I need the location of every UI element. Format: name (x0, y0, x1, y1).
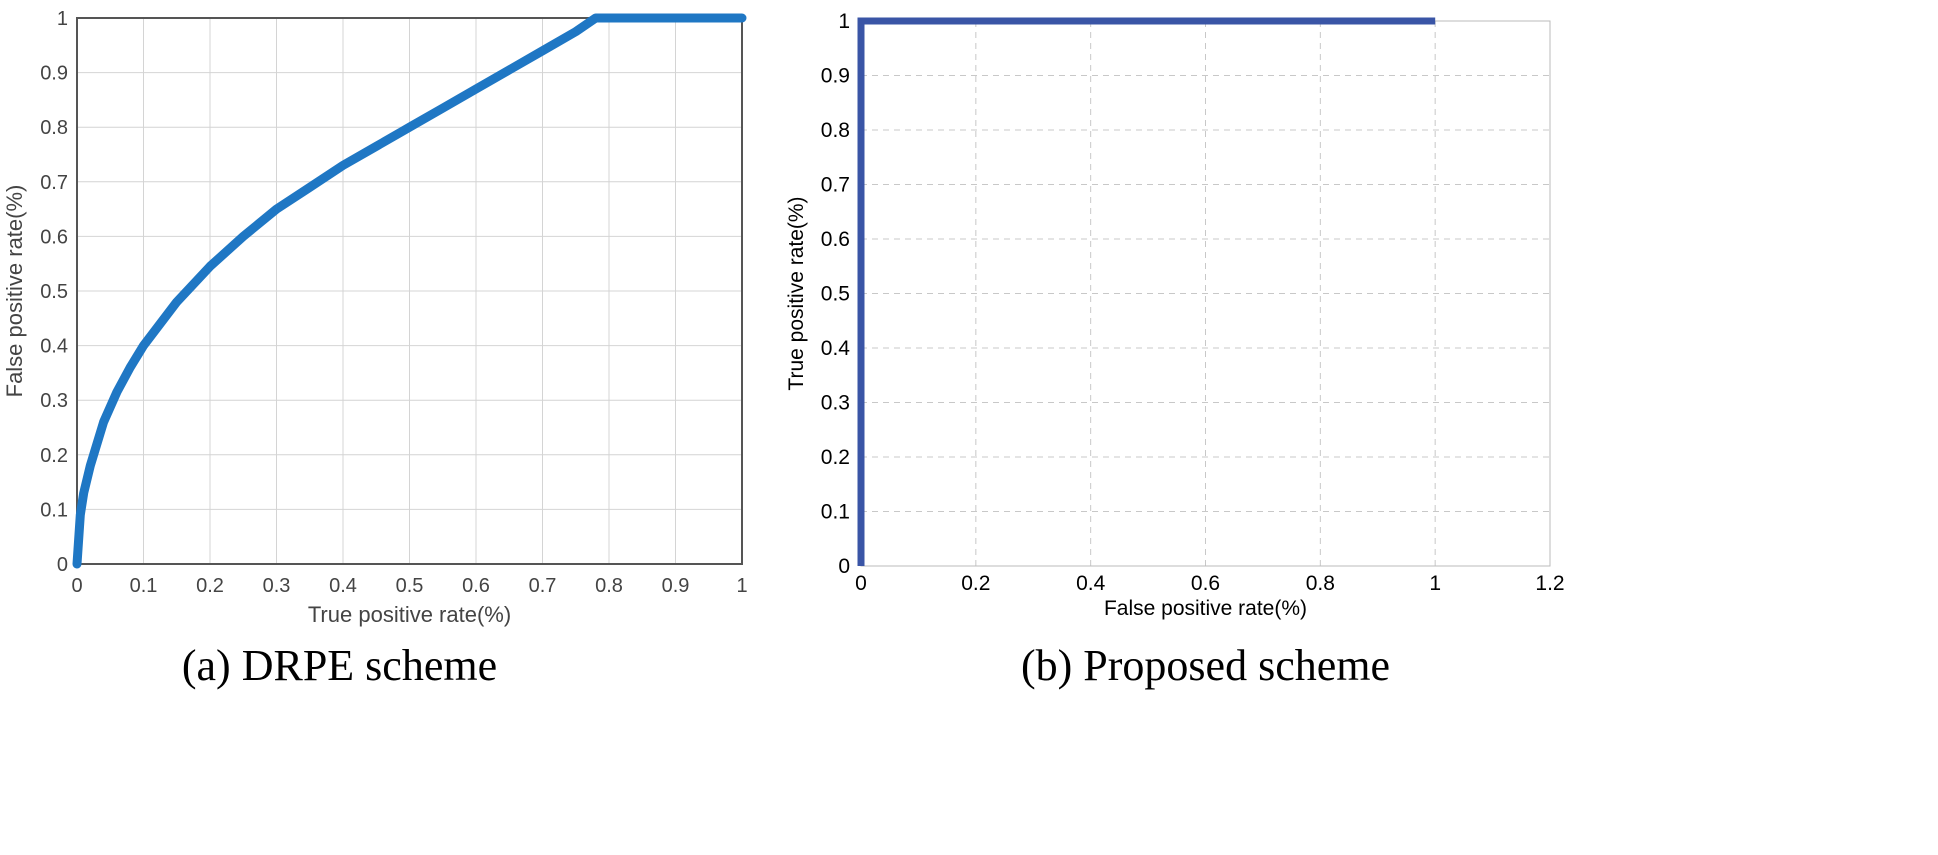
chart-b-caption: (b) Proposed scheme (1021, 641, 1390, 690)
chart-b-roc-curve (857, 17, 1436, 566)
chart-a-caption: (a) DRPE scheme (182, 641, 497, 690)
chart-b-y-tick-label: 0 (838, 555, 850, 578)
chart-a-x-tick-label: 1 (736, 575, 747, 597)
chart-a-x-tick-label: 0.3 (263, 575, 291, 597)
chart-b-x-tick-label: 0.2 (961, 572, 990, 595)
chart-a-y-tick-label: 0.6 (40, 226, 68, 248)
chart-a-y-tick-label: 0.4 (40, 336, 68, 358)
chart-a-x-tick-label: 0.2 (196, 575, 224, 597)
chart-b-y-tick-label: 1 (838, 10, 850, 33)
chart-a-y-axis-label: False positive rate(%) (2, 185, 27, 398)
chart-b-ticks: 0 0.2 0.4 0.6 0.8 1 1.2 0 0.1 0.2 0.3 0.4 0.5 0.6 0.7 0… (821, 10, 1565, 595)
chart-a-y-tick-label: 0.8 (40, 117, 68, 139)
chart-b-y-tick-label: 0.8 (821, 119, 850, 142)
chart-a-drpe: 0 0.1 0.2 0.3 0.4 0.5 0.6 0.7 0.8 0.9 1 0 0.1 0.2 0.3 0… (2, 8, 748, 690)
chart-b-x-tick-label: 1.2 (1535, 572, 1564, 595)
chart-b-y-tick-label: 0.7 (821, 174, 850, 197)
chart-b-y-tick-label: 0.1 (821, 501, 850, 524)
chart-a-x-tick-label: 0.9 (662, 575, 690, 597)
chart-b-x-tick-label: 0.4 (1076, 572, 1106, 595)
chart-b-y-tick-label: 0.4 (821, 337, 851, 360)
chart-a-x-tick-label: 0.5 (396, 575, 424, 597)
chart-a-y-tick-label: 0.2 (40, 445, 68, 467)
chart-b-x-tick-label: 0.8 (1306, 572, 1335, 595)
chart-a-x-tick-label: 0.4 (329, 575, 357, 597)
chart-a-y-tick-label: 0.3 (40, 390, 68, 412)
chart-b-x-tick-label: 0 (855, 572, 867, 595)
chart-a-y-tick-label: 0.9 (40, 63, 68, 85)
chart-b-y-tick-label: 0.9 (821, 65, 850, 88)
chart-b-y-tick-label: 0.2 (821, 446, 850, 469)
chart-a-y-tick-label: 0 (57, 554, 68, 576)
chart-a-y-tick-label: 0.1 (40, 499, 68, 521)
chart-a-plot-frame (76, 17, 743, 565)
chart-a-x-axis-label: True positive rate(%) (308, 602, 511, 627)
chart-b-y-tick-label: 0.3 (821, 392, 850, 415)
chart-a-x-tick-label: 0.6 (462, 575, 490, 597)
chart-b-x-tick-label: 0.6 (1191, 572, 1220, 595)
chart-b-grid (860, 20, 1551, 567)
chart-a-grid (76, 17, 743, 565)
chart-b-x-tick-label: 1 (1429, 572, 1441, 595)
chart-a-x-tick-label: 0 (71, 575, 82, 597)
chart-b-y-axis-label: True positive rate(%) (785, 196, 808, 390)
chart-b-x-axis-label: False positive rate(%) (1104, 597, 1307, 620)
chart-a-ticks: 0 0.1 0.2 0.3 0.4 0.5 0.6 0.7 0.8 0.9 1 0 0.1 0.2 0.3 0… (40, 8, 747, 597)
chart-a-y-tick-label: 0.5 (40, 281, 68, 303)
chart-a-x-tick-label: 0.8 (595, 575, 623, 597)
chart-a-y-tick-label: 0.7 (40, 172, 68, 194)
chart-a-roc-curve (72, 13, 747, 569)
chart-a-x-tick-label: 0.1 (130, 575, 158, 597)
chart-b-proposed: 0 0.2 0.4 0.6 0.8 1 1.2 0 0.1 0.2 0.3 0.4 0.5 0.6 0.7 0… (785, 10, 1565, 690)
chart-a-y-tick-label: 1 (57, 8, 68, 30)
chart-b-y-tick-label: 0.5 (821, 283, 850, 306)
chart-b-y-tick-label: 0.6 (821, 228, 850, 251)
chart-a-x-tick-label: 0.7 (529, 575, 557, 597)
